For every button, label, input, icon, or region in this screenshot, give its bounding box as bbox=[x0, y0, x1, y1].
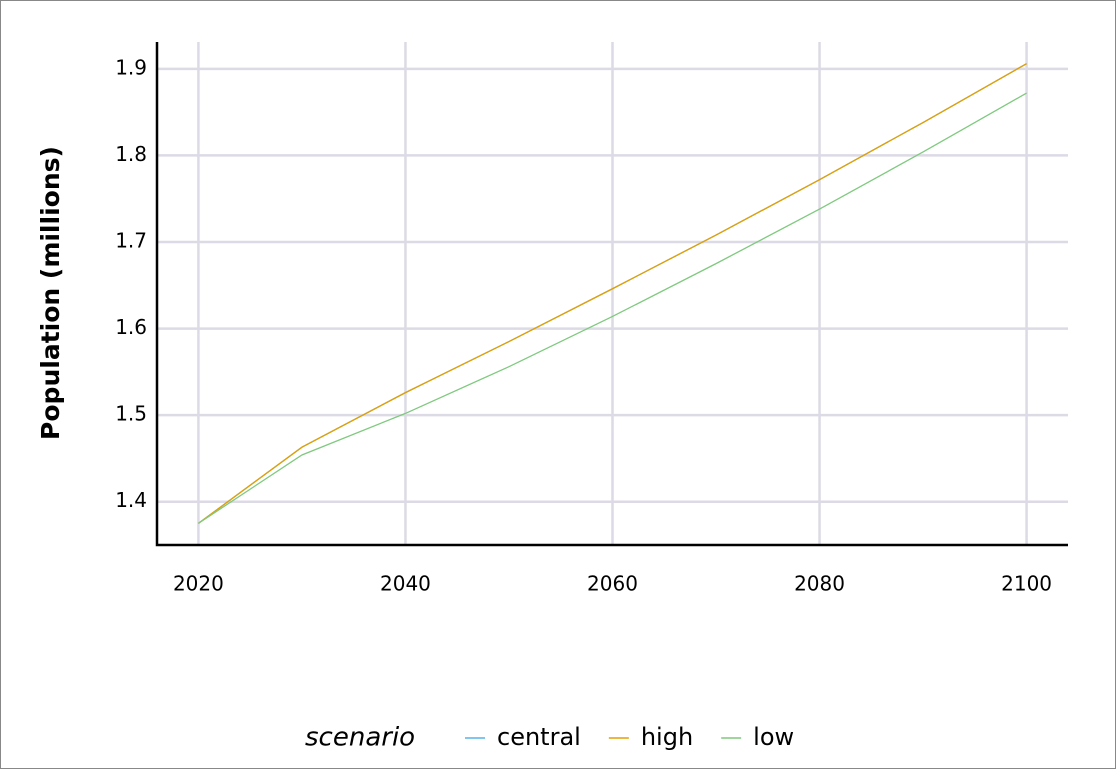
x-tick-label: 2020 bbox=[173, 572, 224, 596]
y-tick-label: 1.6 bbox=[115, 315, 147, 339]
y-tick-label: 1.5 bbox=[115, 402, 147, 426]
line bbox=[198, 63, 1027, 524]
x-tick-label: 2060 bbox=[587, 572, 638, 596]
x-tick-label: 2040 bbox=[380, 572, 431, 596]
axis bbox=[155, 42, 1068, 547]
y-axis-label: Population (millions) bbox=[36, 146, 65, 440]
line bbox=[198, 92, 1027, 524]
y-tick-label: 1.7 bbox=[115, 228, 147, 252]
legend-title: scenario bbox=[305, 723, 415, 753]
x-tick-label: 2100 bbox=[1001, 572, 1052, 596]
legend-label: central bbox=[497, 723, 581, 751]
x-tick-label: 2080 bbox=[794, 572, 845, 596]
y-tick-label: 1.8 bbox=[115, 142, 147, 166]
legend-label: high bbox=[641, 723, 693, 751]
y-tick-label: 1.9 bbox=[115, 55, 147, 79]
y-tick-label: 1.4 bbox=[115, 488, 147, 512]
legend-label: low bbox=[753, 723, 794, 751]
